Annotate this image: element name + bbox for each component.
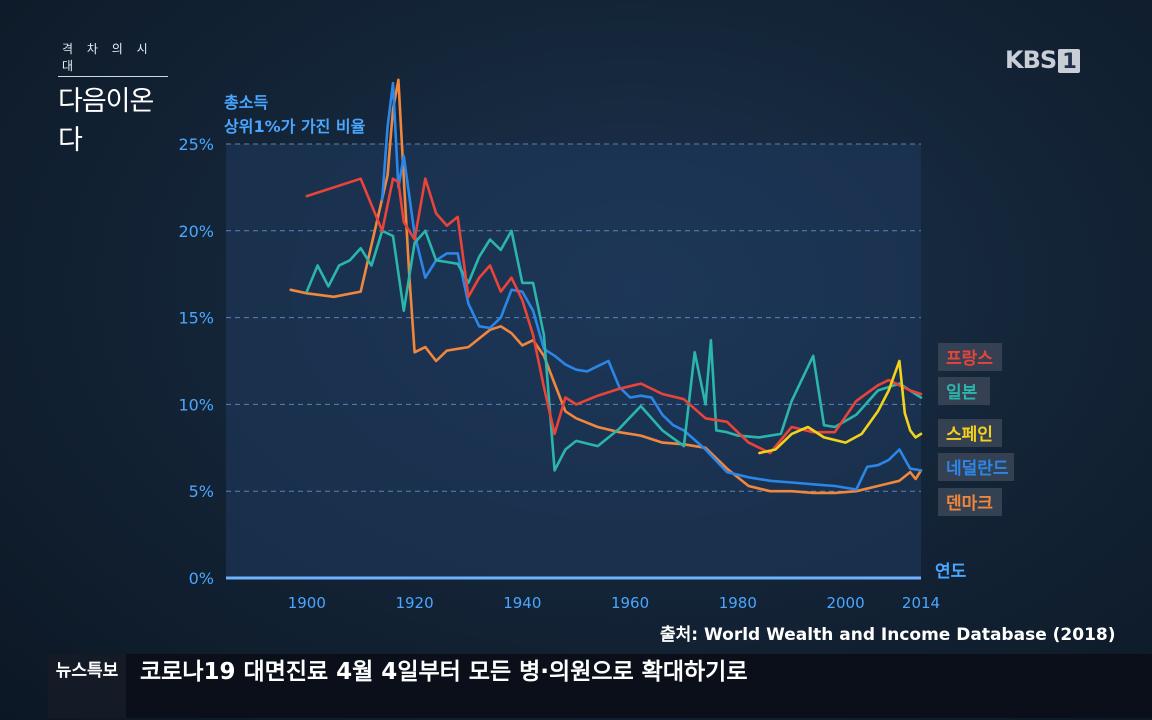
channel-logo: KBS 1 — [1005, 46, 1080, 74]
legend-box — [938, 419, 1002, 447]
y-tick-label: 25% — [178, 135, 214, 154]
x-tick-labels: 1900 1920 1940 1960 1980 2000 2014 — [288, 594, 940, 612]
news-ticker: 뉴스특보 코로나19 대면진료 4월 4일부터 모든 병·의원으로 확대하기로 — [48, 654, 1152, 718]
legend-label: 네덜란드 — [946, 459, 1009, 479]
legend-box — [938, 343, 1002, 371]
x-tick-label: 1980 — [719, 594, 757, 612]
y-tick-label: 5% — [189, 482, 214, 501]
program-logo-title: 다음이온다 — [58, 76, 168, 157]
legend-box — [938, 488, 1002, 516]
series-line — [380, 81, 923, 491]
legend-label: 일본 — [946, 383, 978, 403]
program-logo: 격 차 의 시 대 다음이온다 — [58, 40, 168, 157]
legend-label: 스페인 — [946, 425, 993, 445]
y-tick-label: 15% — [178, 309, 214, 328]
x-tick-label: 1960 — [611, 594, 649, 612]
legend-box — [938, 377, 990, 405]
y-tick-label: 0% — [189, 569, 214, 588]
x-tick-label: 1920 — [395, 594, 433, 612]
y-tick-label: 20% — [178, 222, 214, 241]
x-tick-label: 1940 — [503, 594, 541, 612]
program-logo-subtitle: 격 차 의 시 대 — [62, 42, 153, 73]
ticker-label: 뉴스특보 — [48, 654, 126, 718]
y-axis-label-line-1: 총소득 — [224, 93, 268, 112]
series-lines — [289, 78, 923, 495]
x-axis-label: 연도 — [935, 562, 967, 582]
source-caption: 출처: World Wealth and Income Database (20… — [660, 625, 1116, 645]
x-tick-label: 1900 — [288, 594, 326, 612]
series-line — [758, 359, 923, 455]
channel-logo-text: KBS — [1005, 46, 1057, 74]
series-line — [305, 177, 923, 455]
legend-label: 덴마크 — [946, 494, 993, 514]
ticker-headline: 코로나19 대면진료 4월 4일부터 모든 병·의원으로 확대하기로 — [140, 659, 748, 685]
series-line — [305, 229, 923, 472]
channel-logo-number: 1 — [1058, 49, 1080, 73]
x-tick-label: 2014 — [902, 594, 940, 612]
y-tick-label: 10% — [178, 395, 214, 414]
y-axis-label-line-2: 상위1%가 가진 비율 — [224, 117, 366, 136]
legend-box — [938, 453, 1014, 481]
plot-area-background — [226, 144, 921, 578]
x-tick-label: 2000 — [826, 594, 864, 612]
y-tick-labels: 0% 5% 10% 15% 20% 25% — [178, 135, 214, 588]
legend-label: 프랑스 — [946, 349, 993, 369]
